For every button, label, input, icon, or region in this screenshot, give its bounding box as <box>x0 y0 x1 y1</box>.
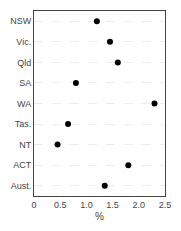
svg-text:Aust.: Aust. <box>11 181 32 191</box>
svg-text:SA: SA <box>19 78 31 88</box>
svg-text:0.5: 0.5 <box>54 200 67 210</box>
svg-text:1.5: 1.5 <box>106 200 119 210</box>
svg-text:2.0: 2.0 <box>133 200 146 210</box>
svg-text:1.0: 1.0 <box>80 200 93 210</box>
svg-text:Qld: Qld <box>17 58 31 68</box>
svg-text:WA: WA <box>17 99 31 109</box>
svg-text:2.5: 2.5 <box>159 200 172 210</box>
svg-text:%: % <box>95 211 104 222</box>
svg-text:Tas.: Tas. <box>15 119 32 129</box>
svg-text:ACT: ACT <box>13 160 32 170</box>
svg-text:NT: NT <box>19 140 31 150</box>
svg-text:0: 0 <box>31 200 36 210</box>
svg-text:Vic.: Vic. <box>16 37 31 47</box>
svg-text:NSW: NSW <box>10 16 32 26</box>
